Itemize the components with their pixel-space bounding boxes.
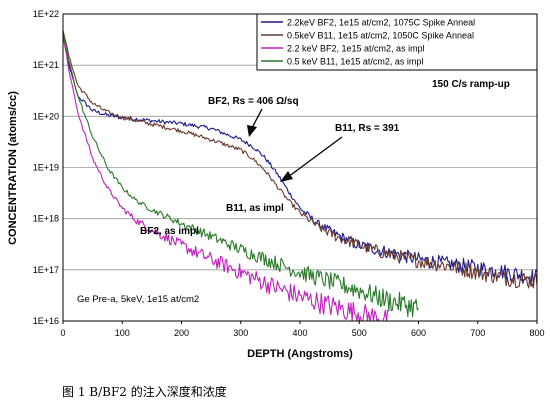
b11-rs-arrow-head — [280, 171, 293, 182]
bf2-rs-arrow-head — [247, 125, 257, 137]
x-tick-label: 300 — [233, 328, 248, 338]
y-tick-label: 1E+18 — [33, 214, 59, 224]
series-line-1 — [62, 33, 538, 286]
legend: 2.2keV BF2, 1e15 at/cm2, 1075C Spike Ann… — [256, 13, 538, 71]
x-tick-label: 800 — [529, 328, 544, 338]
x-tick-label: 600 — [411, 328, 426, 338]
series-line-3 — [62, 35, 390, 322]
x-tick-label: 400 — [292, 328, 307, 338]
x-tick-label: 100 — [115, 328, 130, 338]
x-tick-label: 500 — [352, 328, 367, 338]
b11-rs-arrow-line — [287, 136, 343, 178]
series-layer — [62, 29, 538, 322]
legend-label: 0.5 keV B11, 1e15 at/cm2, as impl — [287, 57, 423, 67]
legend-label: 2.2 keV BF2, 1e15 at/cm2, as impl — [287, 44, 425, 54]
y-tick-label: 1E+17 — [33, 265, 59, 275]
y-tick-labels: 1E+16 1E+17 1E+18 1E+19 1E+20 1E+21 1E+22 — [33, 9, 59, 326]
x-axis-label: DEPTH (Angstroms) — [247, 348, 353, 360]
x-tick-label: 0 — [60, 328, 65, 338]
legend-label: 2.2keV BF2, 1e15 at/cm2, 1075C Spike Ann… — [287, 18, 475, 28]
bf2-rs-annotation: BF2, Rs = 406 Ω/sq — [208, 96, 299, 107]
x-tick-label: 200 — [174, 328, 189, 338]
pre-amorphization-note: Ge Pre-a, 5keV, 1e15 at/cm2 — [77, 294, 199, 305]
ramp-annotation: 150 C/s ramp-up — [432, 79, 510, 90]
legend-items: 2.2keV BF2, 1e15 at/cm2, 1075C Spike Ann… — [261, 18, 475, 67]
x-tick-label: 700 — [470, 328, 485, 338]
y-tick-label: 1E+19 — [33, 163, 59, 173]
concentration-depth-chart: 0 100 200 300 400 500 600 700 800 1E+161E+171E+1… — [7, 9, 545, 360]
bf2-rs-arrow-line — [251, 108, 263, 129]
legend-label: 0.5keV B11, 1e15 at/cm2, 1050C Spike Ann… — [287, 31, 474, 41]
y-axis-label: CONCENTRATION (atoms/cc) — [7, 91, 19, 245]
series-line-4 — [62, 33, 419, 318]
y-tick-label: 1E+21 — [33, 60, 59, 70]
x-tick-labels: 0 100 200 300 400 500 600 700 800 — [60, 321, 545, 338]
y-tick-label: 1E+20 — [33, 111, 59, 121]
y-tick-label: 1E+22 — [33, 9, 59, 19]
b11-impl-annotation: B11, as impl — [226, 203, 284, 214]
bf2-impl-annotation: BF2, as impl — [140, 226, 199, 237]
series-line-2 — [62, 29, 538, 289]
y-tick-label: 1E+16 — [33, 316, 59, 326]
legend-box — [256, 13, 538, 71]
b11-rs-annotation: B11, Rs = 391 — [335, 123, 400, 134]
figure-caption: 图 1 B/BF2 的注入深度和浓度 — [62, 385, 227, 399]
